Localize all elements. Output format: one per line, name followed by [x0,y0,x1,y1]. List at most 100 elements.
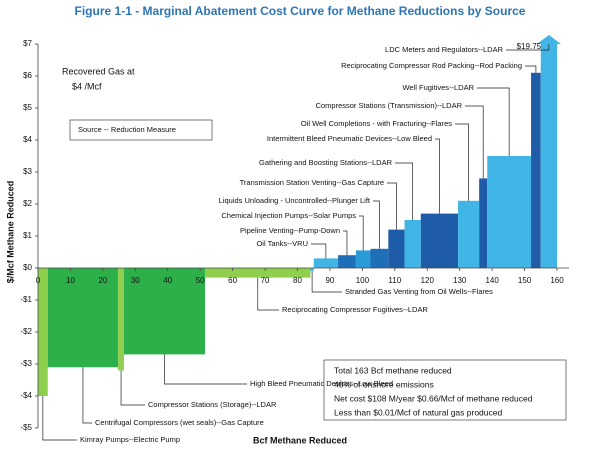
bar [531,72,541,268]
y-tick-label: -$5 [20,423,32,432]
segment-label: High Bleed Pneumatic Devices--Low Bleed [250,379,393,388]
plot [38,44,557,396]
leader-line [525,65,537,73]
y-tick-label: $7 [23,39,32,48]
x-axis-label: Bcf Methane Reduced [253,435,347,445]
leader-line [311,271,342,293]
y-tick-label: $2 [23,199,32,208]
leader-line [120,370,145,406]
bar [118,268,124,371]
segment-label: Oil Well Completions - with Fracturing--… [301,119,452,128]
bar [313,258,339,268]
y-tick-label: -$2 [20,327,32,336]
leader-line [477,87,510,156]
summary-line: Net cost $108 M/year $0.66/Mcf of methan… [334,393,533,403]
x-tick-label: 30 [131,276,140,285]
y-tick-label: -$1 [20,295,32,304]
leader-line [359,215,364,251]
segment-label: Liquids Unloading - Uncontrolled--Plunge… [219,196,371,205]
y-tick-label: $4 [23,135,32,144]
annotation: $4 /Mcf [72,81,102,91]
x-tick-label: 50 [196,276,205,285]
bar [47,268,119,368]
segment-label: LDC Meters and Regulators--LDAR [385,45,504,54]
x-tick-label: 10 [66,276,75,285]
leader-line [257,277,279,311]
x-tick-label: 120 [421,276,435,285]
bar [338,255,356,268]
leader-line [395,162,414,220]
bar [388,229,405,268]
y-tick-label: $5 [23,103,32,112]
segment-label: Transmission Station Venting--Gas Captur… [240,178,384,187]
annotation: Recovered Gas at [62,66,135,76]
bar [205,268,311,278]
y-tick-label: -$3 [20,359,32,368]
x-tick-label: 80 [293,276,302,285]
x-tick-label: 130 [453,276,467,285]
y-tick-label: $0 [23,263,32,272]
bar [540,44,557,268]
leader-line [311,243,327,259]
leader-line [465,105,484,179]
bar [123,268,206,355]
segment-label: Oil Tanks--VRU [256,239,308,248]
bar [420,213,459,268]
bar [355,250,371,268]
x-tick-label: 40 [163,276,172,285]
x-tick-label: 100 [356,276,370,285]
segment-label: Gathering and Boosting Stations--LDAR [259,158,393,167]
x-tick-label: 20 [98,276,107,285]
x-tick-label: 160 [550,276,564,285]
summary-box [323,359,567,421]
overflow-arrow [536,35,561,44]
bar [479,178,488,268]
segment-label: Stranded Gas Venting from Oil Wells--Fla… [345,287,493,296]
bar [458,200,480,268]
segment-label: Reciprocating Compressor Rod Packing--Ro… [341,61,522,70]
bar [487,156,532,268]
segment-label: Well Fugitives--LDAR [402,83,474,92]
leader-line [42,396,77,441]
x-tick-label: 150 [518,276,532,285]
leader-line [506,44,550,51]
y-axis-label: $/Mcf Methane Reduced [5,181,15,284]
segment-label: Intermittent Bleed Pneumatic Devices--Lo… [267,134,432,143]
y-tick-label: $1 [23,231,32,240]
segment-label: Reciprocating Compressor Fugitives--LDAR [282,305,428,314]
bar [370,248,389,268]
leader-line [82,367,92,424]
segment-label: Chemical Injection Pumps--Solar Pumps [221,211,356,220]
x-tick-label: 70 [261,276,270,285]
x-tick-label: 60 [228,276,237,285]
segment-label: Centrifugal Compressors (wet seals)--Gas… [95,418,264,427]
leader-line [455,123,469,201]
leader-line [343,230,348,256]
annotation: Source -- Reduction Measure [78,125,176,134]
x-tick-label: 140 [485,276,499,285]
leader-line [435,138,440,214]
bar [310,268,314,272]
segment-label: Compressor Stations (Transmission)--LDAR [316,101,463,110]
y-tick-label: $3 [23,167,32,176]
x-tick-label: 90 [325,276,334,285]
summary-line: Less than $0.01/Mcf of natural gas produ… [334,407,502,417]
bar [38,268,48,396]
x-tick-label: 0 [36,276,41,285]
chart-title: Figure 1-1 - Marginal Abatement Cost Cur… [75,4,526,18]
segment-label: Pipeline Venting--Pump-Down [240,226,340,235]
data-label: $19.75 [517,42,542,51]
summary-line: 40% of onshore emissions [334,379,434,389]
y-tick-label: $6 [23,71,32,80]
summary-line: Total 163 Bcf methane reduced [334,365,452,375]
leader-line [164,354,247,385]
segment-label: Compressor Stations (Storage)--LDAR [148,400,277,409]
leader-line [373,200,380,249]
segment-label: Kimray Pumps--Electric Pump [80,435,180,444]
y-tick-label: -$4 [20,391,32,400]
bar [404,220,421,268]
leader-line [387,182,397,230]
x-tick-label: 110 [388,276,401,285]
legend-box [69,119,213,141]
